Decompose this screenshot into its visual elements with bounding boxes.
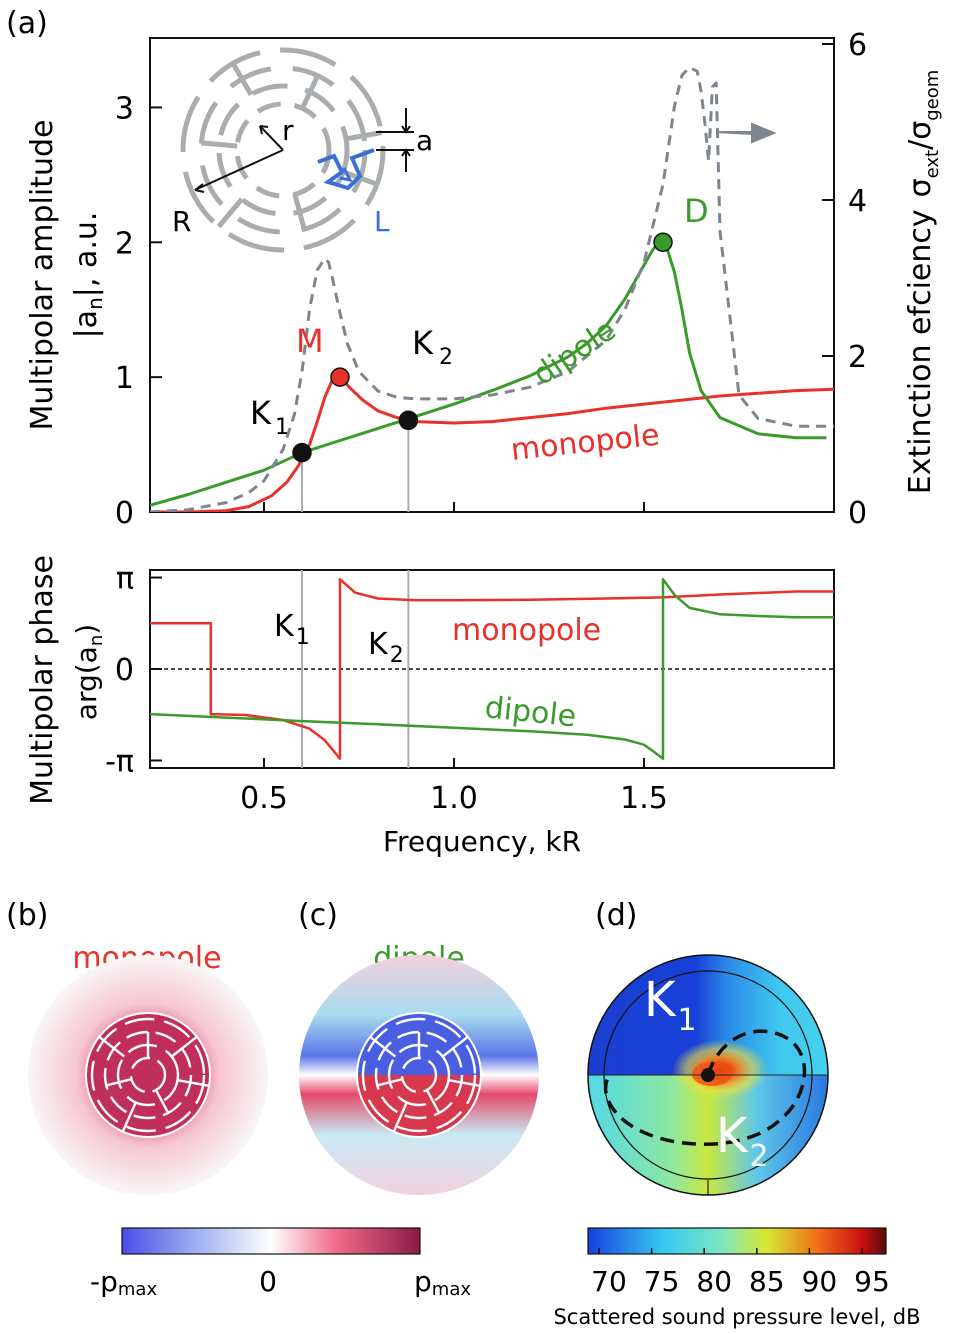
phase-label-monopole: monopole [452, 613, 601, 648]
radiation-pattern-curve [603, 1029, 807, 1146]
ytick-label-3: 3 [115, 91, 134, 126]
inset-path-L [317, 148, 375, 191]
y2tick-label-3: 6 [848, 28, 867, 63]
amplitude-chart: 0 1 2 3 0 2 4 6 Multipolar amplitude |an|, a.u.… [25, 28, 943, 531]
colorbar-max-label: pmax [414, 1265, 471, 1300]
panel-label-b: (b) [6, 898, 48, 933]
phase-tick-labels: π 0 -π 0.5 1.0 1.5 [105, 562, 668, 816]
point-K1 [292, 442, 312, 463]
phase-label-K1: K1 [274, 609, 310, 650]
panel-label-d: (d) [595, 898, 637, 933]
ytick-label-2: 2 [115, 226, 134, 261]
series-extinction-efficiency [150, 65, 834, 512]
colorbar-spl: 70 75 80 85 90 95 Scattered sound pressure le… [553, 1227, 921, 1329]
point-D [653, 232, 673, 253]
phase-label-dipole: dipole [483, 690, 578, 734]
series-dipole [150, 239, 827, 507]
phase-ytick-label-1: 0 [115, 653, 134, 688]
spl-tick-label-4: 90 [802, 1265, 838, 1298]
inset-path-arrow-icon [339, 167, 353, 183]
amplitude-ylabel-line2: |an|, a.u. [69, 212, 107, 339]
colorbar-mid-label: 0 [259, 1265, 277, 1298]
amplitude-ticks [150, 43, 834, 513]
panel-d-label-K1: K1 [644, 972, 697, 1038]
amplitude-series [150, 65, 834, 512]
phase-xtick-label-0: 0.5 [240, 781, 288, 816]
panel-label-c: (c) [298, 898, 338, 933]
label-monopole-top: monopole [509, 418, 661, 468]
phase-series [150, 578, 834, 760]
y2tick-label-0: 0 [848, 496, 867, 531]
y2tick-label-2: 4 [848, 184, 867, 219]
label-M: M [296, 322, 324, 360]
phase-ticks [150, 576, 645, 768]
point-K2 [398, 410, 419, 431]
phase-label-K2: K2 [368, 627, 404, 668]
phase-vlines [150, 570, 834, 768]
inset-label-r: r [282, 114, 294, 147]
y2tick-label-1: 2 [848, 340, 867, 375]
point-M [330, 367, 350, 387]
extinction-ylabel: Extinction efciencyσext/σgeom [903, 70, 943, 495]
spl-tick-label-1: 75 [644, 1265, 680, 1298]
ytick-label-0: 0 [115, 496, 134, 531]
phase-series-monopole [150, 578, 834, 760]
inset-label-R: R [172, 205, 191, 238]
inset-label-L: L [374, 205, 390, 238]
phase-xtick-label-1: 1.0 [430, 781, 478, 816]
amplitude-ylabel: Multipolar amplitude |an|, a.u. [25, 120, 107, 431]
phase-xtick-label-2: 1.5 [620, 781, 668, 816]
ytick-label-1: 1 [115, 361, 134, 396]
dipole-field-map [299, 955, 539, 1195]
monopole-field-map [28, 955, 268, 1195]
amplitude-vlines [301, 420, 410, 512]
phase-ytick-label-2: -π [105, 744, 134, 779]
spl-tick-label-3: 85 [749, 1265, 785, 1298]
right-axis-arrow-icon [715, 122, 777, 144]
spl-map-overlays [587, 954, 829, 1196]
phase-series-dipole [150, 578, 834, 760]
panel-label-a: (a) [6, 6, 48, 41]
series-monopole [150, 375, 834, 512]
amplitude-ylabel-line1: Multipolar amplitude [25, 120, 60, 431]
amplitude-plot-frame [149, 37, 835, 513]
phase-ytick-label-0: π [116, 562, 134, 597]
spl-tick-label-2: 80 [696, 1265, 732, 1298]
phase-ylabel-line2: arg(an) [70, 624, 107, 720]
spl-tick-label-0: 70 [591, 1265, 627, 1298]
colorbar-min-label: -pmax [90, 1265, 157, 1300]
inset-dimension-lines [194, 108, 414, 193]
colorbar-spl-label: Scattered sound pressure level, dB [553, 1305, 920, 1329]
label-dipole-top: dipole [527, 312, 622, 392]
panel-d-label-K2: K2 [716, 1108, 769, 1174]
spl-tick-label-5: 95 [854, 1265, 890, 1298]
colorbar-pressure: -pmax 0 pmax [90, 1227, 471, 1300]
phase-ylabel-line1: Multipolar phase [25, 555, 60, 805]
scatterer-dot [701, 1068, 715, 1082]
amplitude-points [292, 232, 673, 463]
phase-xlabel: Frequency, kR [383, 825, 581, 858]
amplitude-tick-labels: 0 1 2 3 0 2 4 6 [115, 28, 867, 531]
phase-chart: π 0 -π 0.5 1.0 1.5 Multipolar phase arg(an) F… [25, 555, 835, 858]
label-D: D [684, 192, 709, 230]
inset-label-a: a [416, 124, 433, 157]
